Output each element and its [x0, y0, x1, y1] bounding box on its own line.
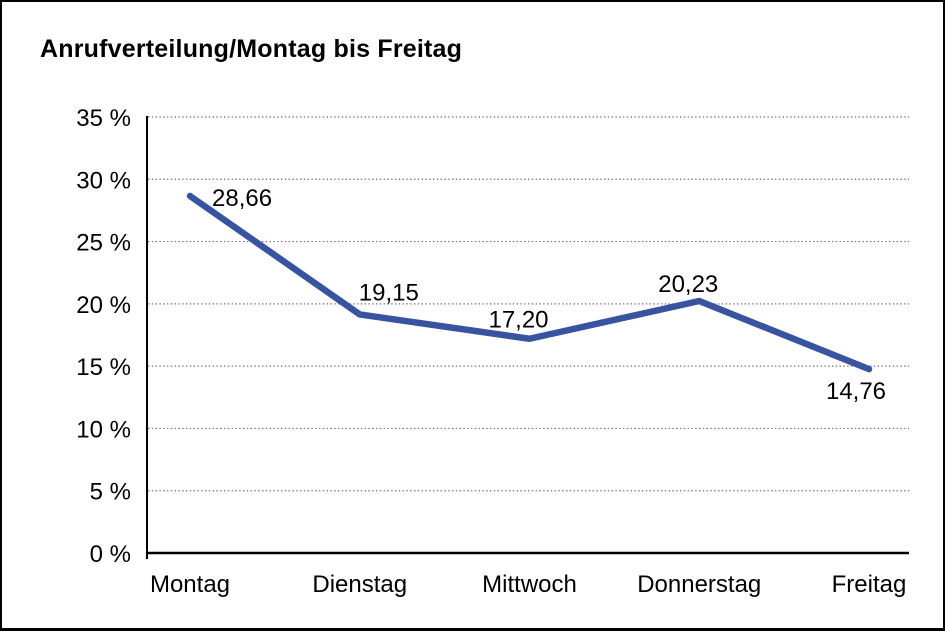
y-tick-label: 35 %: [76, 105, 131, 132]
data-label: 28,66: [212, 185, 272, 212]
y-tick-label: 25 %: [76, 230, 131, 257]
x-category-label: Montag: [150, 571, 230, 598]
x-category-label: Mittwoch: [482, 571, 577, 598]
data-label: 19,15: [359, 279, 419, 306]
x-category-label: Donnerstag: [637, 571, 761, 598]
x-category-label: Freitag: [832, 571, 907, 598]
data-label: 20,23: [658, 271, 718, 298]
data-label: 14,76: [826, 378, 886, 405]
chart-title: Anrufverteilung/Montag bis Freitag: [40, 35, 463, 63]
y-tick-label: 30 %: [76, 167, 131, 194]
y-tick-label: 20 %: [76, 292, 131, 319]
y-tick-label: 15 %: [76, 354, 131, 381]
y-tick-label: 0 %: [90, 541, 131, 568]
y-tick-label: 10 %: [76, 416, 131, 443]
data-line: [186, 192, 873, 373]
y-tick-label: 5 %: [90, 479, 131, 506]
data-label: 17,20: [488, 307, 548, 334]
x-category-label: Dienstag: [312, 571, 407, 598]
